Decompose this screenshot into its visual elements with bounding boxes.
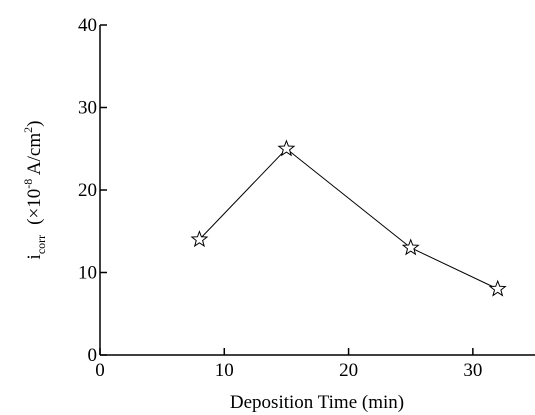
marker (277, 139, 296, 157)
y-tick-label: 10 (78, 263, 97, 284)
series-line (199, 148, 498, 290)
y-axis-label: icorr (×10-8 A/cm2) (21, 121, 48, 260)
y-tick-label: 40 (78, 15, 97, 36)
x-tick-label: 30 (463, 360, 482, 381)
marker (488, 279, 507, 297)
y-label-sup: -8 (21, 179, 35, 189)
x-tick-label: 0 (95, 360, 105, 381)
y-tick-label: 0 (88, 345, 98, 366)
marker (401, 238, 420, 256)
y-label-part: A/cm (24, 133, 45, 179)
x-axis-label: Deposition Time (min) (230, 392, 404, 413)
y-label-part: (×10 (24, 189, 45, 225)
y-label-part: i (24, 254, 45, 259)
y-label-part: ) (24, 121, 45, 127)
y-label-sup: 2 (21, 127, 35, 133)
y-label-sub: corr (34, 235, 48, 254)
y-tick-label: 30 (78, 98, 97, 119)
x-tick-label: 10 (215, 360, 234, 381)
x-tick-label: 20 (339, 360, 358, 381)
y-tick-label: 20 (78, 180, 97, 201)
marker (190, 230, 209, 248)
